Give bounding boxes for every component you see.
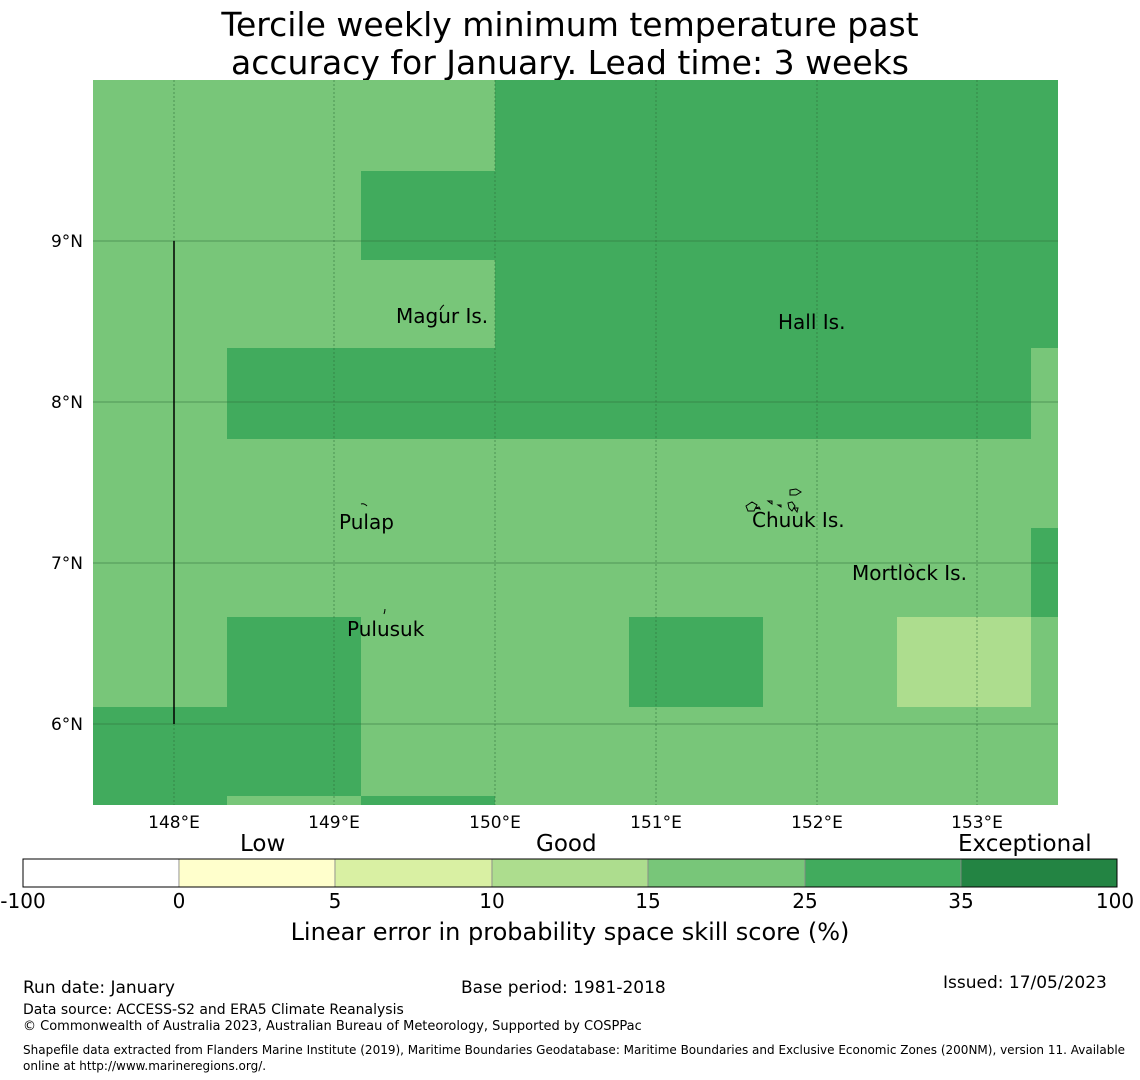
colorbar-tick: 15: [635, 889, 661, 913]
colorbar: [22, 858, 1118, 888]
title-line-1: Tercile weekly minimum temperature past: [221, 5, 919, 44]
place-label-pulusuk: Pulusuk: [347, 617, 425, 641]
pulap-island-outline: [360, 503, 368, 507]
lat-label: 9°N: [51, 232, 83, 252]
colorbar-bin: [647, 858, 806, 888]
place-label-hall: Hall Is.: [778, 310, 845, 334]
lat-label: 6°N: [51, 715, 83, 735]
colorbar-bin: [178, 858, 336, 888]
lat-label: 7°N: [51, 554, 83, 574]
data-source: Data source: ACCESS-S2 and ERA5 Climate …: [23, 1002, 404, 1018]
place-label-pulap: Pulap: [339, 510, 394, 534]
copyright: © Commonwealth of Australia 2023, Austra…: [23, 1019, 642, 1034]
lon-label: 152°E: [791, 813, 843, 833]
pulusuk-island-outline: [383, 608, 386, 615]
lat-axis-labels: 9°N 8°N 7°N 6°N: [51, 232, 83, 735]
colorbar-bin: [22, 858, 180, 888]
colorbar-tick: 35: [948, 889, 974, 913]
place-label-mortlock: Mortlock Is.: [852, 561, 967, 585]
colorbar-bin: [491, 858, 649, 888]
skill-cell: [227, 348, 1031, 439]
map-title: Tercile weekly minimum temperature past …: [0, 6, 1140, 82]
title-line-2: accuracy for January. Lead time: 3 weeks: [231, 43, 909, 82]
issued-date: Issued: 17/05/2023: [943, 973, 1107, 993]
skill-cell: [93, 707, 361, 796]
lon-axis-labels: 148°E 149°E 150°E 151°E 152°E 153°E: [148, 813, 1003, 833]
magur-island-outline: [439, 304, 445, 311]
lon-label: 153°E: [951, 813, 1003, 833]
skill-cell: [1031, 528, 1058, 617]
colorbar-tick: 0: [172, 889, 186, 913]
shapefile-credit: Shapefile data extracted from Flanders M…: [23, 1043, 1126, 1073]
colorbar-heading-good: Good: [536, 831, 597, 857]
skill-cell: [227, 617, 361, 707]
colorbar-heading-exceptional: Exceptional: [958, 831, 1092, 857]
skill-cell: [361, 171, 495, 260]
skill-cells-25-35: [93, 80, 1058, 805]
lon-label: 149°E: [308, 813, 360, 833]
mortlock-island-outline: [908, 563, 913, 568]
place-labels: Magur Is. Hall Is. Pulap Chuuk Is. Mortl…: [339, 304, 967, 641]
colorbar-frame: [22, 858, 1118, 888]
colorbar-tick: 5: [328, 889, 342, 913]
colorbar-bin: [334, 858, 493, 888]
graticule: [93, 80, 1058, 805]
colorbar-bin: [804, 858, 962, 888]
lon-label: 148°E: [148, 813, 200, 833]
colorbar-bin: [960, 858, 1118, 888]
lat-label: 8°N: [51, 393, 83, 413]
colorbar-tick: 10: [479, 889, 505, 913]
skill-cell-10-15: [897, 617, 1031, 707]
base-period: Base period: 1981-2018: [461, 978, 666, 998]
skill-cell: [495, 80, 1058, 348]
island-outlines: [360, 304, 913, 615]
colorbar-label: Linear error in probability space skill …: [290, 918, 850, 946]
place-label-magur: Magur Is.: [396, 304, 488, 328]
skill-cell: [629, 617, 763, 707]
colorbar-heading-low: Low: [240, 831, 286, 857]
colorbar-tick: 100: [1095, 889, 1135, 913]
skill-cell: [93, 796, 227, 805]
colorbar-tick: 25: [792, 889, 818, 913]
lon-label: 150°E: [469, 813, 521, 833]
colorbar-tick: -100: [0, 889, 46, 913]
place-label-chuuk: Chuuk Is.: [752, 508, 845, 532]
lon-label: 151°E: [630, 813, 682, 833]
run-date: Run date: January: [23, 978, 175, 998]
chuuk-island-outline: [745, 488, 802, 514]
skill-cell: [361, 796, 495, 805]
